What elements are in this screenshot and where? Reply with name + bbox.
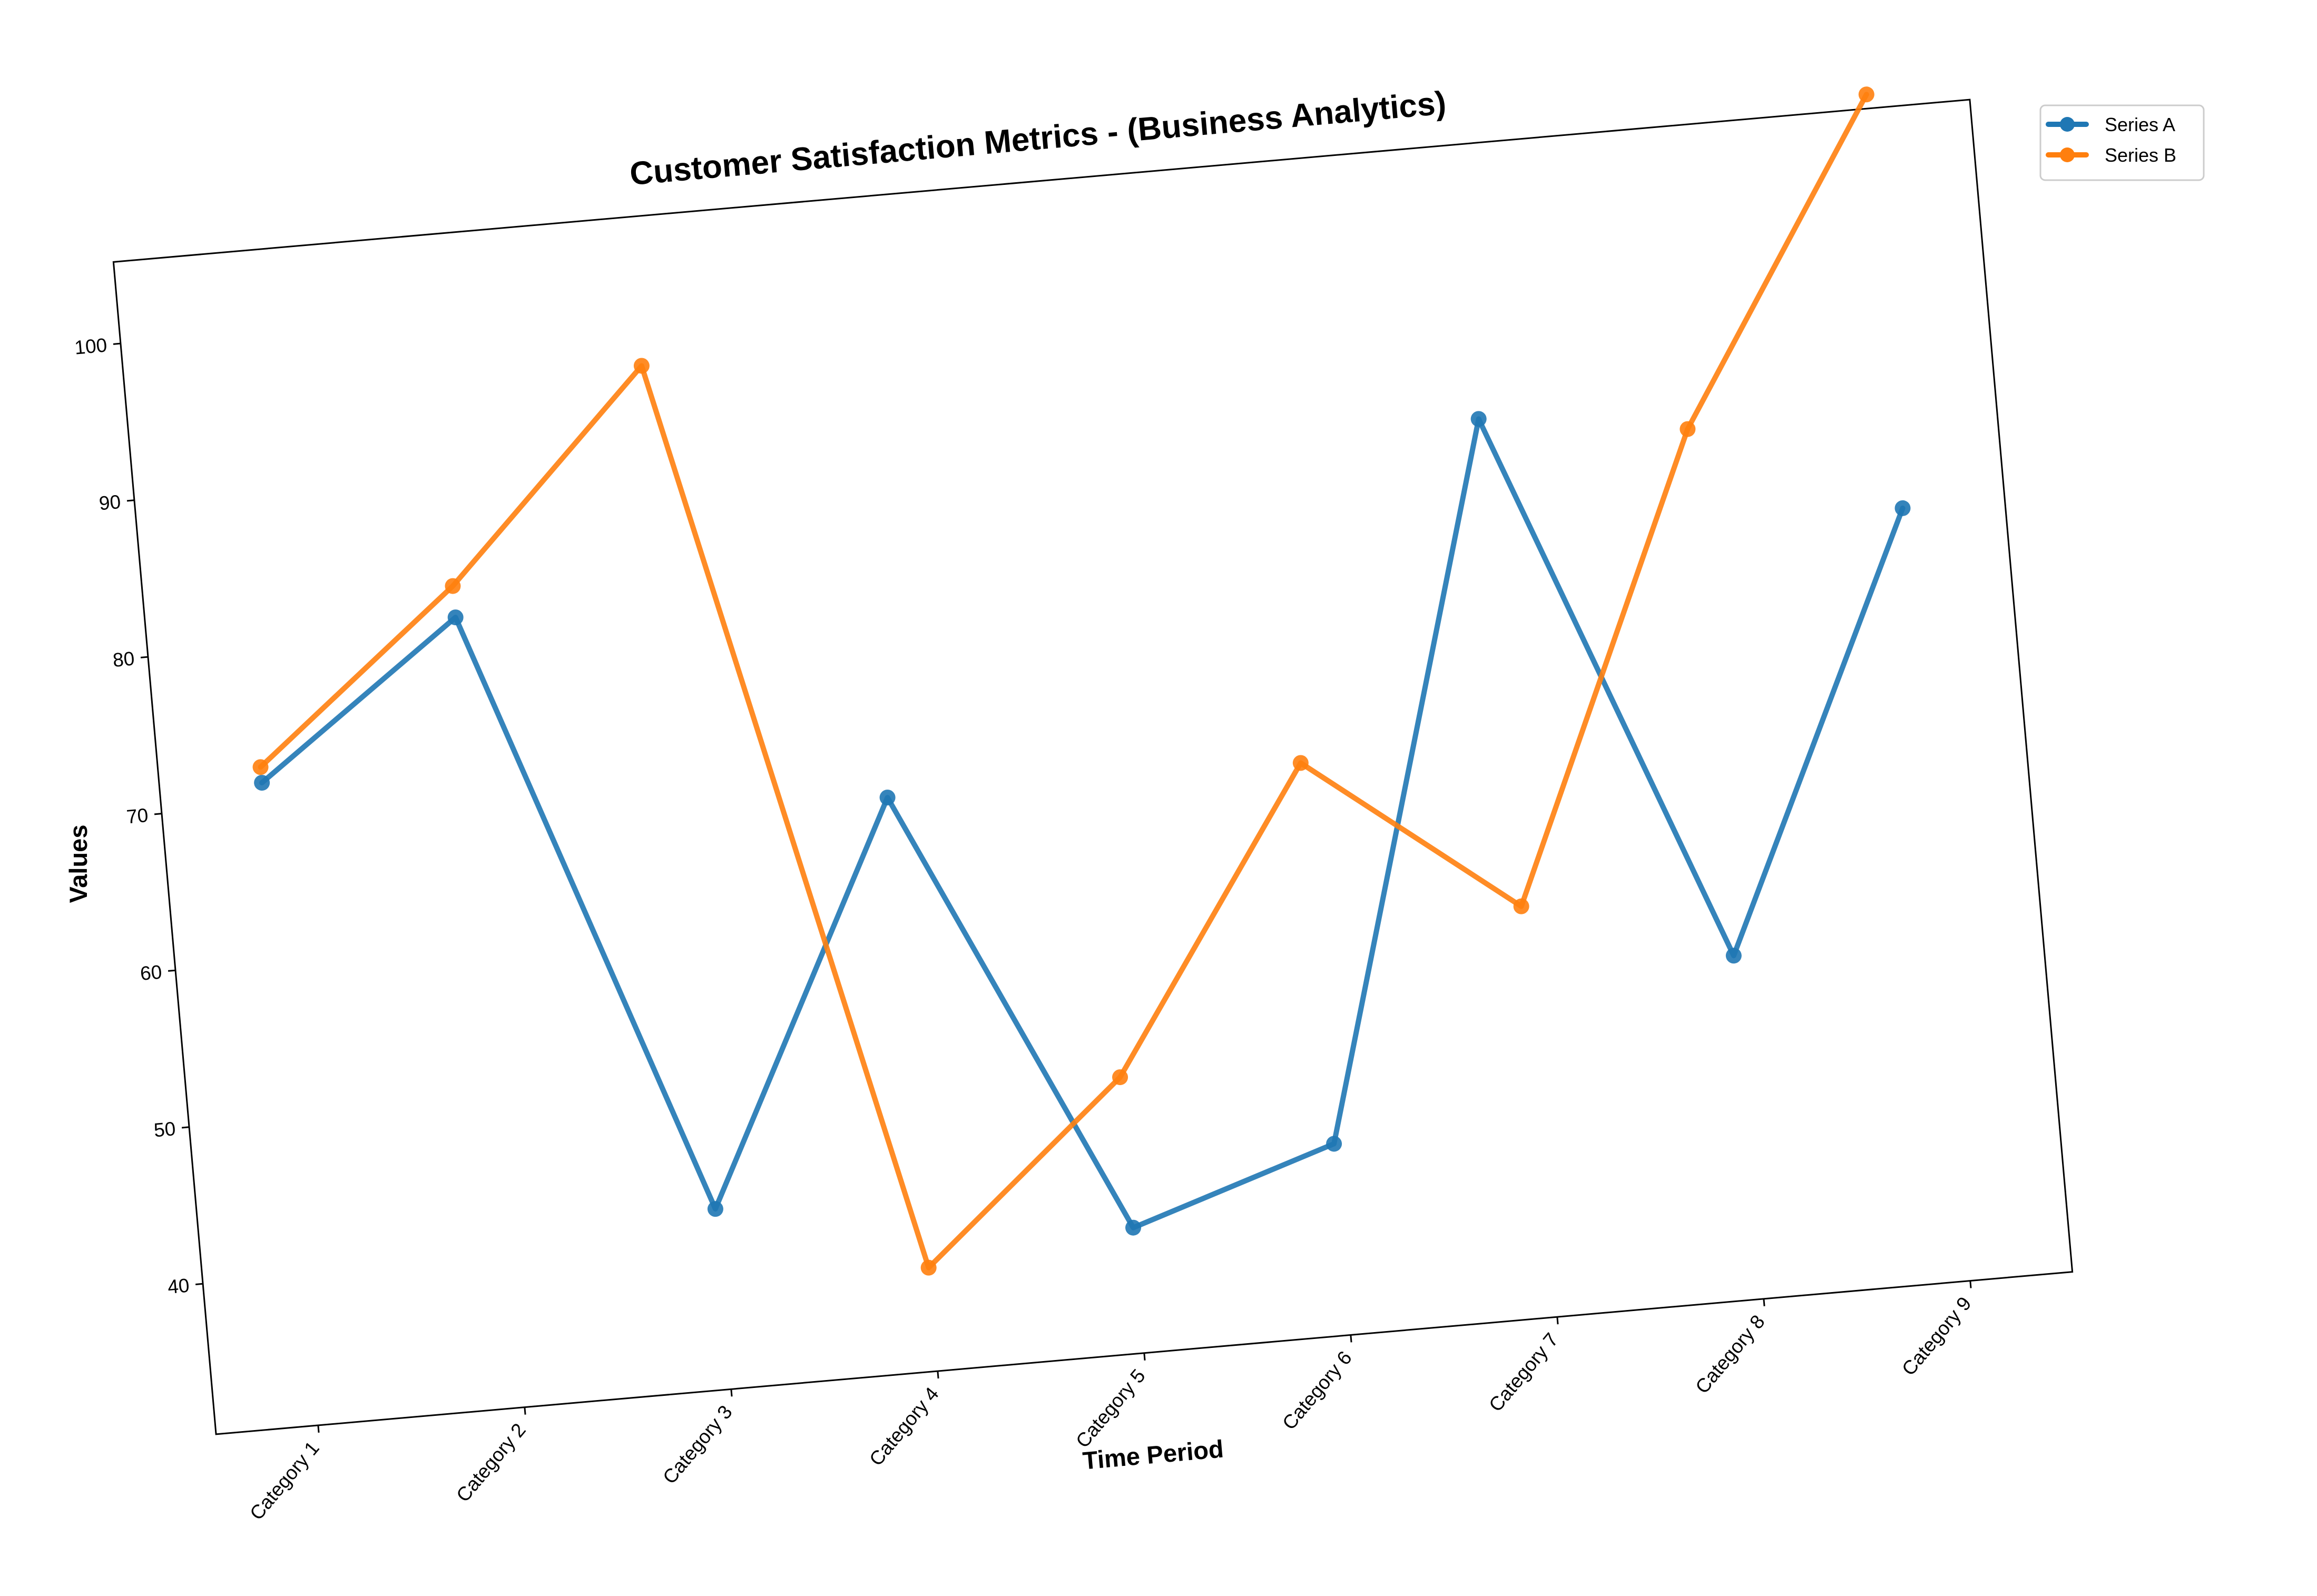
y-tick-label: 90 bbox=[98, 491, 122, 514]
x-axis-title: Time Period bbox=[1082, 1434, 1225, 1474]
legend-swatch-marker bbox=[2060, 147, 2075, 162]
data-point bbox=[1326, 1136, 1342, 1152]
x-tick-label: Category 8 bbox=[1691, 1311, 1769, 1397]
data-point bbox=[1725, 948, 1742, 964]
legend-label: Series B bbox=[2105, 144, 2176, 166]
plot-frame bbox=[112, 98, 2074, 1435]
data-point bbox=[1292, 755, 1309, 771]
data-point bbox=[1470, 411, 1487, 427]
y-tick-label: 40 bbox=[166, 1275, 190, 1298]
x-tick-label: Category 9 bbox=[1898, 1293, 1976, 1380]
series bbox=[252, 86, 1874, 1276]
data-point bbox=[707, 1201, 723, 1217]
series-group bbox=[252, 86, 1911, 1276]
legend-item: Series B bbox=[2046, 144, 2176, 166]
series-line bbox=[259, 416, 1906, 1230]
x-tick-mark bbox=[1143, 1353, 1146, 1361]
legend: Series A Series B bbox=[2039, 104, 2205, 181]
data-point bbox=[633, 358, 650, 374]
data-point bbox=[1513, 898, 1529, 914]
data-point bbox=[1125, 1219, 1142, 1236]
x-tick-label: Category 5 bbox=[1072, 1365, 1150, 1452]
legend-item: Series A bbox=[2046, 114, 2175, 135]
y-tick-mark bbox=[168, 969, 176, 972]
x-tick-label: Category 1 bbox=[246, 1437, 323, 1524]
y-tick-mark bbox=[113, 342, 121, 345]
x-tick-mark bbox=[1969, 1280, 1972, 1288]
series-line bbox=[258, 92, 1869, 1270]
data-point bbox=[879, 790, 896, 806]
x-axis: Category 1 Category 2 Category 3 Category 4… bbox=[246, 1280, 1976, 1524]
chart-title: Customer Satisfaction Metrics - (Busines… bbox=[629, 85, 1448, 192]
x-tick-label: Category 4 bbox=[865, 1383, 943, 1470]
data-point bbox=[920, 1259, 937, 1276]
y-tick-label: 50 bbox=[153, 1118, 176, 1141]
y-tick-label: 80 bbox=[112, 647, 135, 671]
x-tick-mark bbox=[317, 1425, 320, 1433]
data-point bbox=[445, 578, 461, 594]
data-point bbox=[252, 759, 269, 775]
x-tick-label: Category 7 bbox=[1485, 1329, 1563, 1416]
x-tick-label: Category 6 bbox=[1278, 1347, 1356, 1434]
y-tick-label: 100 bbox=[74, 334, 108, 358]
data-point bbox=[447, 609, 464, 626]
legend-label: Series A bbox=[2105, 114, 2175, 135]
y-axis: 40 50 60 70 80 90 100 bbox=[74, 334, 203, 1298]
series bbox=[254, 411, 1911, 1236]
legend-swatch-marker bbox=[2060, 117, 2075, 132]
data-point bbox=[1894, 500, 1911, 516]
y-tick-mark bbox=[181, 1126, 190, 1129]
y-tick-mark bbox=[126, 499, 135, 502]
y-tick-label: 60 bbox=[139, 961, 163, 984]
data-point bbox=[254, 775, 270, 791]
data-point bbox=[1112, 1069, 1128, 1086]
y-axis-title: Values bbox=[64, 825, 92, 903]
x-tick-label: Category 2 bbox=[452, 1419, 530, 1506]
x-tick-mark bbox=[730, 1389, 733, 1397]
data-point bbox=[1680, 421, 1696, 437]
x-tick-label: Category 3 bbox=[659, 1401, 737, 1488]
y-tick-label: 70 bbox=[125, 804, 149, 827]
x-tick-mark bbox=[1556, 1317, 1559, 1325]
data-point bbox=[1858, 86, 1874, 103]
